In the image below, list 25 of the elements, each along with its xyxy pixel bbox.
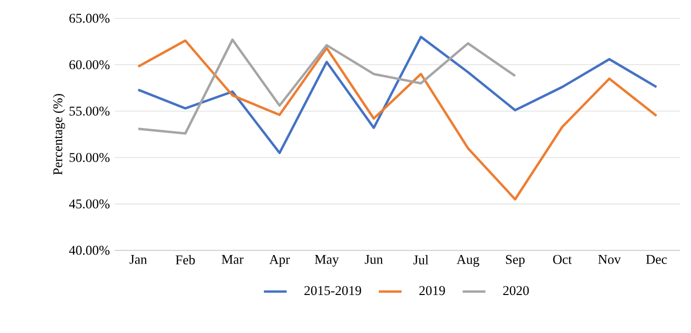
x-tick-label: Feb	[176, 255, 195, 264]
y-tick-label: 60.00%	[69, 60, 110, 70]
line-series	[137, 38, 516, 135]
x-tick-label: Jun	[364, 255, 383, 264]
x-tick-label: Apr	[269, 255, 290, 267]
legend-label: 2015-2019	[304, 286, 362, 296]
x-tick-label: Oct	[553, 255, 572, 264]
legend-label: 2019	[419, 286, 445, 296]
x-tick-label: Dec	[646, 255, 667, 264]
x-tick-label: Jan	[130, 255, 147, 264]
x-tick-label: Nov	[598, 255, 621, 264]
legend-label: 2020	[503, 286, 529, 296]
x-tick-label: Mar	[222, 255, 244, 264]
y-tick-label: 65.00%	[69, 14, 110, 23]
x-tick-label: Jul	[413, 255, 428, 264]
y-axis-title: Percentage (%)	[52, 94, 66, 175]
x-tick-label: Aug	[456, 255, 480, 267]
y-tick-label: 55.00%	[70, 106, 110, 116]
y-tick-label: 45.00%	[69, 199, 110, 208]
x-tick-label: Sep	[506, 255, 525, 267]
y-tick-label: 40.00%	[69, 246, 110, 255]
y-tick-label: 50.00%	[70, 153, 110, 162]
x-tick-label: May	[314, 255, 339, 267]
line-series	[137, 39, 658, 200]
line-series	[137, 36, 658, 154]
